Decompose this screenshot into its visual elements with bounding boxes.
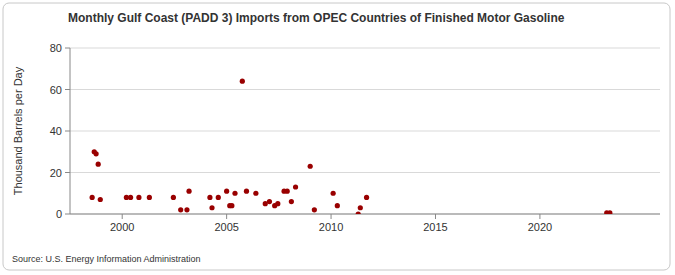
x-tick-label: 2015 [423, 221, 447, 233]
grid-line [70, 48, 660, 49]
x-tick [226, 214, 227, 219]
grid-line [70, 172, 660, 173]
y-tick [65, 89, 70, 90]
point [178, 207, 183, 212]
point [293, 184, 298, 189]
point [229, 203, 234, 208]
points [90, 79, 613, 214]
y-tick-label: 80 [50, 42, 62, 54]
y-tick [65, 131, 70, 132]
point [209, 205, 214, 210]
point [90, 195, 95, 200]
x-tick-label: 2020 [528, 221, 552, 233]
point [240, 79, 245, 84]
point [289, 199, 294, 204]
point [607, 210, 612, 214]
grid-line [70, 131, 660, 132]
x-tick-label: 2010 [319, 221, 343, 233]
point [285, 189, 290, 194]
point [94, 151, 99, 156]
point [128, 195, 133, 200]
y-tick [65, 214, 70, 215]
x-tick [122, 214, 123, 219]
y-tick-label: 20 [50, 167, 62, 179]
point [232, 191, 237, 196]
x-tick [435, 214, 436, 219]
point [275, 201, 280, 206]
point [364, 195, 369, 200]
point [186, 189, 191, 194]
point [171, 195, 176, 200]
x-tick-label: 2000 [110, 221, 134, 233]
y-tick [65, 48, 70, 49]
point [224, 189, 229, 194]
point [312, 207, 317, 212]
y-tick-label: 40 [50, 125, 62, 137]
title: Monthly Gulf Coast (PADD 3) Imports from… [68, 11, 565, 25]
point [184, 207, 189, 212]
x-tick [331, 214, 332, 219]
point [244, 189, 249, 194]
y-tick [65, 172, 70, 173]
y-tick-label: 60 [50, 84, 62, 96]
point [98, 197, 103, 202]
y-axis-label: Thousand Barrels per Day [12, 66, 24, 195]
y-axis [70, 48, 71, 214]
point [358, 205, 363, 210]
point [356, 211, 361, 214]
point [331, 191, 336, 196]
y-tick-label: 0 [56, 208, 62, 220]
point [308, 164, 313, 169]
point [207, 195, 212, 200]
point [335, 203, 340, 208]
point [253, 191, 258, 196]
x-tick-label: 2005 [214, 221, 238, 233]
point [136, 195, 141, 200]
grid-line [70, 89, 660, 90]
point [147, 195, 152, 200]
point [96, 162, 101, 167]
source: Source: U.S. Energy Information Administ… [12, 254, 201, 264]
frame [3, 3, 670, 270]
x-axis [70, 214, 660, 215]
chart: Monthly Gulf Coast (PADD 3) Imports from… [0, 0, 675, 275]
point [267, 199, 272, 204]
grid-line [70, 214, 660, 215]
x-tick [539, 214, 540, 219]
point [216, 195, 221, 200]
